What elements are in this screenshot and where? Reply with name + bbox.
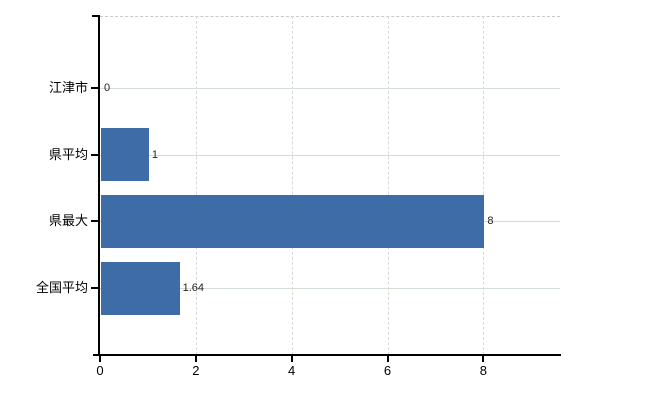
y-axis-tick — [91, 287, 98, 290]
value-label: 0 — [104, 82, 111, 94]
x-tick-label: 4 — [288, 363, 296, 378]
category-label: 江津市 — [48, 80, 88, 95]
y-axis-tick — [91, 87, 98, 89]
value-label: 8 — [487, 215, 494, 228]
bar — [101, 194, 484, 248]
value-label: 1.64 — [182, 282, 204, 295]
gridline-vertical — [291, 16, 293, 355]
x-axis-tick — [482, 356, 485, 362]
x-tick-label: 8 — [479, 363, 487, 378]
y-axis-tick — [91, 220, 98, 223]
category-label: 県最大 — [48, 213, 88, 229]
x-axis-tick — [386, 356, 389, 362]
x-tick-label: 2 — [192, 363, 200, 378]
y-axis-end-tick — [92, 15, 99, 17]
y-axis — [98, 15, 100, 356]
value-label: 1 — [151, 148, 159, 161]
gridline-horizontal — [100, 288, 560, 290]
bar — [101, 128, 149, 182]
bar — [101, 261, 180, 315]
x-axis-tick — [290, 356, 293, 362]
x-tick-label: 6 — [383, 363, 392, 378]
gridline-vertical — [483, 16, 485, 355]
x-axis-tick — [194, 356, 197, 362]
gridline-horizontal — [100, 154, 560, 156]
y-axis-tick — [91, 153, 98, 156]
x-axis — [93, 354, 561, 356]
gridline-vertical — [195, 16, 197, 355]
gridline-horizontal — [100, 88, 560, 89]
category-label: 県平均 — [48, 146, 88, 162]
gridline-vertical — [387, 16, 389, 355]
plot-top-border — [100, 16, 560, 17]
category-label: 全国平均 — [35, 280, 88, 296]
x-tick-label: 0 — [96, 363, 104, 378]
x-axis-tick — [99, 356, 101, 362]
